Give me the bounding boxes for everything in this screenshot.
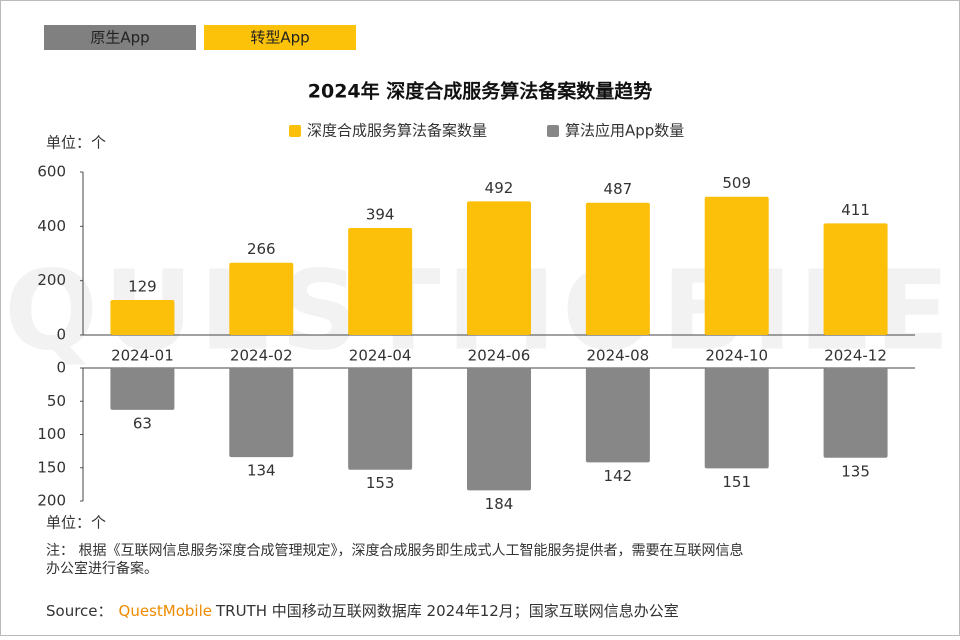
note: 注： 根据《互联网信息服务深度合成管理规定》，深度合成服务即生成式人工智能服务提… <box>46 542 743 577</box>
y2-tick-label: 50 <box>47 392 66 410</box>
source-label: Source： <box>46 602 113 620</box>
y2-tick-label: 200 <box>37 492 66 510</box>
y2-tick-label: 150 <box>37 458 66 476</box>
legend-swatch <box>289 125 301 137</box>
bar <box>585 202 650 335</box>
legend-label: 算法应用App数量 <box>565 122 684 140</box>
bar <box>348 368 413 470</box>
y2-axis-unit: 单位：个 <box>46 514 106 532</box>
bar <box>467 368 531 491</box>
note-text: 注： 根据《互联网信息服务深度合成管理规定》，深度合成服务即生成式人工智能服务提… <box>46 542 743 559</box>
value-label: 509 <box>722 174 751 192</box>
note-text: 办公室进行备案。 <box>46 560 158 577</box>
y-axis-unit: 单位：个 <box>46 134 106 152</box>
tab[interactable] <box>204 25 356 50</box>
bar <box>704 368 769 469</box>
y-tick-label: 600 <box>37 163 66 181</box>
value-label: 129 <box>128 277 157 295</box>
x-tick-label: 2024-02 <box>230 347 293 365</box>
bar <box>823 368 888 458</box>
value-label: 487 <box>604 180 633 198</box>
x-tick-label: 2024-08 <box>587 347 650 365</box>
y-tick-label: 0 <box>56 326 66 344</box>
source-text: TRUTH 中国移动互联网数据库 2024年12月；国家互联网信息办公室 <box>215 602 679 620</box>
bar <box>467 201 531 335</box>
chart-title: 2024年 深度合成服务算法备案数量趋势 <box>308 80 653 103</box>
value-label: 63 <box>133 414 152 432</box>
value-label: 142 <box>604 467 633 485</box>
value-label: 394 <box>366 205 395 223</box>
y-tick-label: 400 <box>37 217 66 235</box>
x-tick-label: 2024-12 <box>824 347 887 365</box>
x-tick-label: 2024-10 <box>705 347 768 365</box>
bar <box>704 196 769 335</box>
bar <box>229 262 294 335</box>
value-label: 184 <box>485 495 514 513</box>
bar <box>823 223 888 335</box>
x-tick-label: 2024-04 <box>349 347 412 365</box>
value-label: 153 <box>366 474 395 492</box>
value-label: 492 <box>485 179 514 197</box>
value-label: 411 <box>841 201 870 219</box>
bar <box>110 368 175 410</box>
tab-label[interactable]: 转型App <box>250 29 309 47</box>
value-label: 151 <box>722 473 751 491</box>
legend-swatch <box>547 125 559 137</box>
source: Source： QuestMobile TRUTH 中国移动互联网数据库 2024年… <box>46 602 679 620</box>
source-brand: QuestMobile <box>119 602 212 620</box>
value-label: 135 <box>841 462 870 480</box>
value-label: 266 <box>247 240 276 258</box>
bar <box>229 368 294 458</box>
y2-tick-label: 100 <box>37 425 66 443</box>
tab[interactable] <box>44 25 196 50</box>
bar <box>585 368 650 463</box>
legend-label: 深度合成服务算法备案数量 <box>307 122 487 140</box>
y-tick-label: 200 <box>37 271 66 289</box>
y2-tick-label: 0 <box>56 359 66 377</box>
bar <box>110 299 175 335</box>
x-tick-label: 2024-06 <box>468 347 531 365</box>
x-tick-label: 2024-01 <box>111 347 174 365</box>
value-label: 134 <box>247 462 276 480</box>
bar <box>348 227 413 335</box>
tab-label[interactable]: 原生App <box>90 29 149 47</box>
